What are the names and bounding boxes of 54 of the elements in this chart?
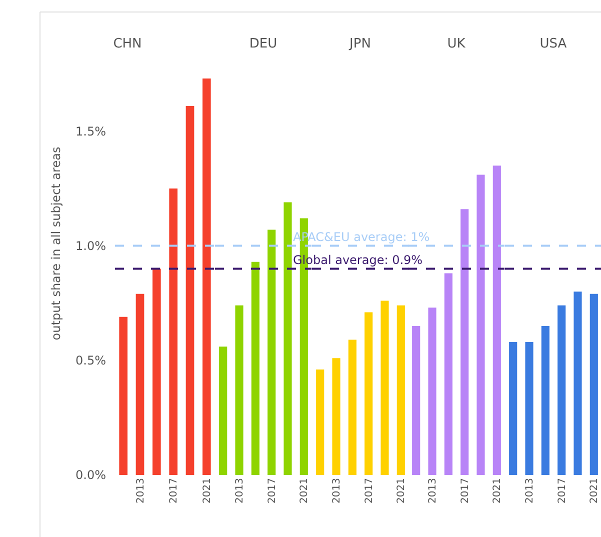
bar	[332, 358, 340, 475]
y-tick-label: 0.5%	[76, 354, 106, 368]
x-tick-label: 2013	[234, 478, 246, 504]
text: DEU	[249, 36, 278, 52]
bar	[268, 230, 276, 475]
bar	[573, 292, 582, 475]
bar	[169, 188, 178, 475]
x-tick-label: 2017	[460, 478, 471, 504]
bar	[460, 209, 469, 475]
bar	[492, 166, 501, 475]
x-tick-label: 2017	[168, 478, 180, 504]
x-tick-label: 2017	[556, 478, 568, 504]
y-tick-label: 1.0%	[76, 238, 106, 253]
bar	[186, 106, 194, 475]
x-tick-label: 2017	[266, 478, 278, 504]
bar	[152, 268, 161, 475]
bar	[364, 312, 372, 475]
x-tick-label: 2021	[299, 478, 310, 504]
x-tick-label: 2013	[331, 478, 342, 504]
bar	[202, 78, 211, 475]
bar	[235, 305, 244, 475]
bar	[428, 308, 436, 475]
bar	[396, 305, 404, 475]
bar	[476, 174, 485, 475]
bar	[540, 326, 549, 475]
bar	[136, 294, 144, 475]
text: UK	[447, 36, 466, 52]
x-tick-label: 2021	[202, 478, 213, 504]
x-tick-label: 2021	[588, 478, 600, 504]
bar	[119, 316, 128, 475]
x-tick-label: 2013	[428, 478, 438, 504]
bar	[380, 300, 388, 475]
y-axis-title: output share in all subject areas	[48, 146, 63, 340]
bar	[412, 326, 420, 475]
x-tick-label: 2021	[396, 478, 407, 504]
text: JPN	[348, 36, 370, 52]
y-tick-label: 0.0%	[76, 468, 106, 482]
bar	[251, 262, 260, 475]
bar	[444, 273, 452, 475]
x-tick-label: 2021	[492, 478, 504, 504]
bar	[508, 342, 517, 475]
bar	[348, 340, 356, 475]
y-tick-label: 1.5%	[76, 124, 106, 138]
x-tick-label: 2017	[363, 478, 374, 504]
text: USA	[539, 36, 566, 52]
bar	[557, 305, 566, 475]
x-tick-label: 2013	[524, 478, 535, 504]
x-tick-label: 2013	[135, 478, 146, 504]
bar	[589, 294, 598, 475]
bar	[219, 346, 228, 475]
text: CHN	[113, 36, 142, 52]
bar	[316, 370, 324, 475]
bar	[524, 342, 533, 475]
bar	[284, 202, 292, 475]
